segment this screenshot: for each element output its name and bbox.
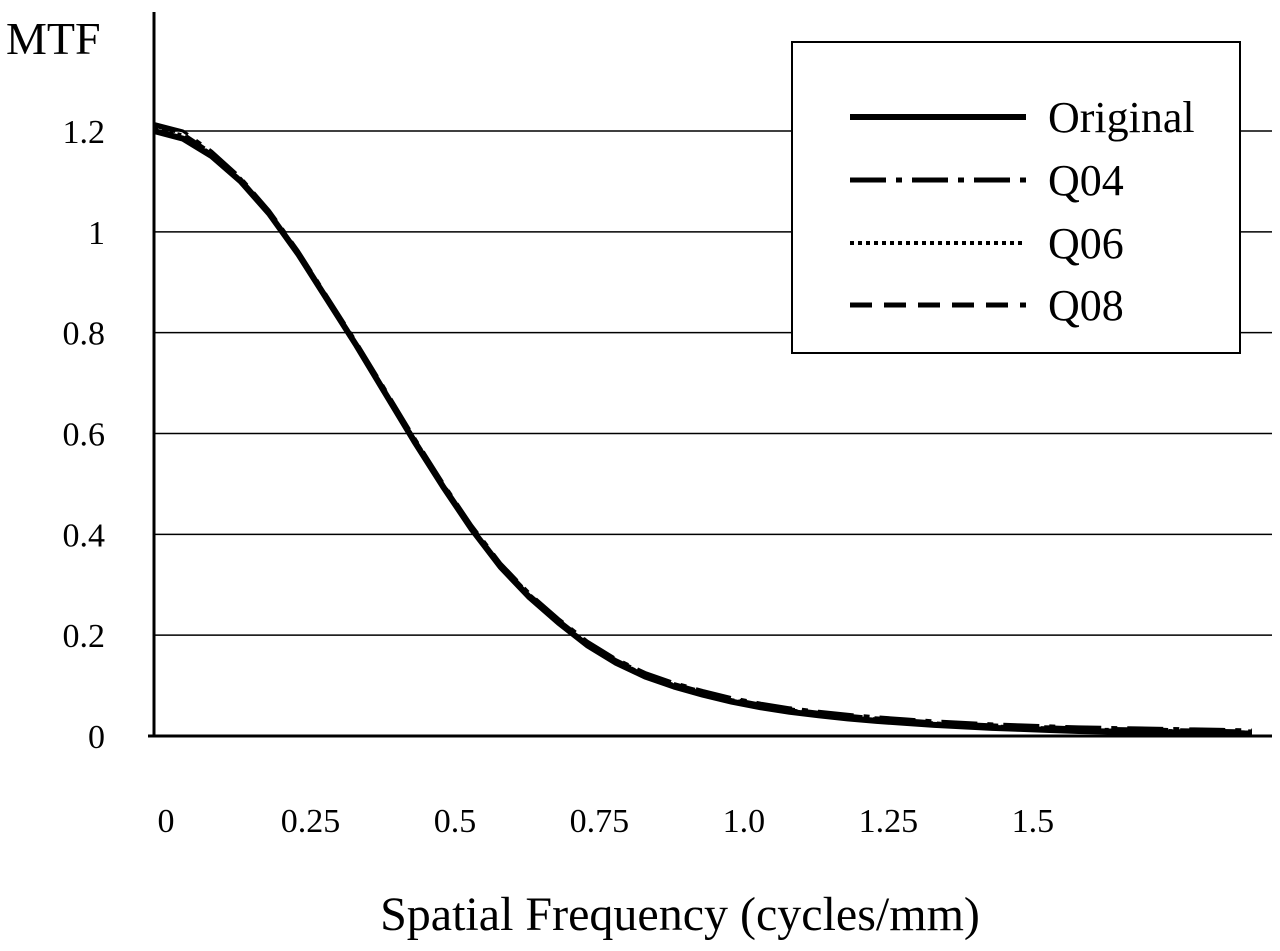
- legend-label-original: Original: [1048, 93, 1195, 142]
- legend-label-q04: Q04: [1048, 156, 1124, 205]
- legend-box: [791, 41, 1241, 354]
- x-tick-label: 0.25: [281, 803, 341, 840]
- x-tick-label: 1.0: [723, 803, 766, 840]
- x-axis-label: Spatial Frequency (cycles/mm): [380, 888, 980, 941]
- y-tick-label: 1: [88, 215, 105, 252]
- x-tick-label: 1.5: [1012, 803, 1055, 840]
- series-line-q06: [153, 127, 1253, 734]
- legend: Original Q04 Q06 Q08: [791, 41, 1241, 354]
- y-tick-label: 0.6: [63, 417, 106, 454]
- gridlines: [154, 130, 1272, 636]
- y-tick-label: 0.4: [63, 517, 106, 554]
- y-tick-label: 1.2: [63, 114, 106, 151]
- y-tick-label: 0: [88, 719, 105, 756]
- series-lines: [153, 121, 1253, 737]
- legend-label-q08: Q08: [1048, 281, 1124, 330]
- x-tick-label: 0.5: [434, 803, 477, 840]
- y-tick-label: 0.8: [63, 316, 106, 353]
- legend-label-q06: Q06: [1048, 219, 1124, 268]
- x-tick-label: 0: [158, 803, 175, 840]
- series-line-original: [153, 128, 1252, 737]
- x-tick-label: 1.25: [859, 803, 919, 840]
- x-tick-labels: 0 0.25 0.5 0.75 1.0 1.25 1.5: [158, 803, 1055, 840]
- y-tick-label: 0.2: [63, 618, 106, 655]
- y-axis-label: MTF: [6, 13, 101, 64]
- x-tick-label: 0.75: [570, 803, 630, 840]
- y-tick-labels: 0 0.2 0.4 0.6 0.8 1 1.2: [63, 114, 106, 756]
